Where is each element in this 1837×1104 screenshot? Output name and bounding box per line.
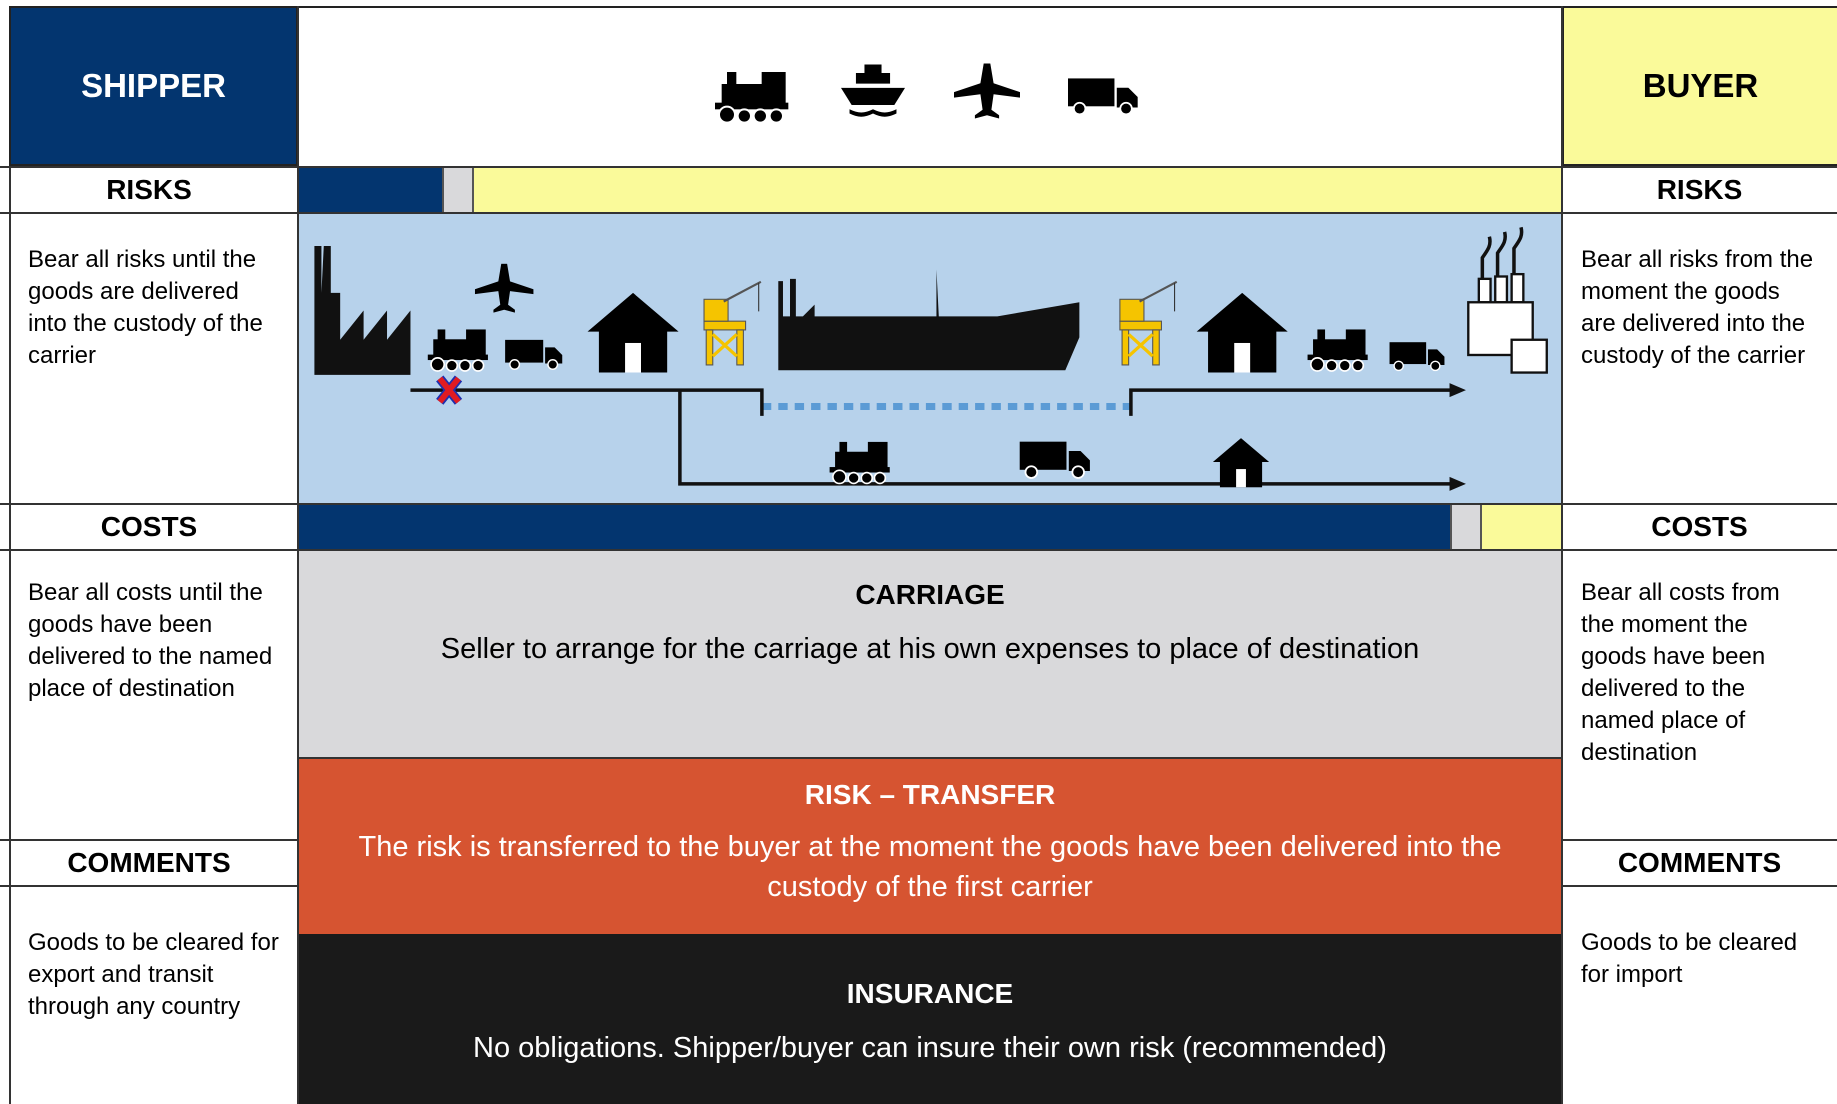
buyer-comments-text: Goods to be cleared for import — [1562, 887, 1837, 1104]
buyer-title: BUYER — [1562, 6, 1837, 166]
buyer-costs-text: Bear all costs from the moment the goods… — [1562, 551, 1837, 839]
left-border — [9, 166, 11, 1104]
middle-left-border — [297, 6, 299, 1104]
cost-bar — [298, 503, 1562, 551]
risk-transfer-box: RISK – TRANSFER The risk is transferred … — [298, 759, 1562, 934]
insurance-text: No obligations. Shipper/buyer can insure… — [298, 1028, 1562, 1068]
risk-transfer-text: The risk is transferred to the buyer at … — [328, 827, 1532, 907]
shipper-risks-text: Bear all risks until the goods are deliv… — [9, 214, 298, 503]
buyer-comments-heading: COMMENTS — [1562, 839, 1837, 887]
risk-bar-transfer — [442, 168, 474, 212]
incoterms-diagram: SHIPPER RISKS Bear all risks until the g… — [0, 0, 1837, 1104]
middle-right-border — [1561, 6, 1563, 1104]
cost-bar-shipper — [298, 505, 1450, 549]
shipper-title: SHIPPER — [9, 6, 298, 166]
carriage-text: Seller to arrange for the carriage at hi… — [298, 629, 1562, 669]
transport-header — [298, 6, 1562, 166]
transport-icons — [298, 8, 1562, 166]
buyer-risks-heading: RISKS — [1562, 166, 1837, 214]
shipper-costs-heading: COSTS — [0, 503, 298, 551]
risk-bar — [298, 166, 1562, 214]
buyer-costs-heading: COSTS — [1562, 503, 1837, 551]
route-svg — [298, 214, 1562, 503]
buyer-risks-text: Bear all risks from the moment the goods… — [1562, 214, 1837, 503]
shipper-comments-text: Goods to be cleared for export and trans… — [9, 887, 298, 1104]
shipper-costs-text: Bear all costs until the goods have been… — [9, 551, 298, 839]
carriage-heading: CARRIAGE — [298, 579, 1562, 611]
shipper-comments-heading: COMMENTS — [0, 839, 298, 887]
risk-bar-shipper — [298, 168, 442, 212]
shipper-risks-heading: RISKS — [0, 166, 298, 214]
insurance-heading: INSURANCE — [298, 978, 1562, 1010]
insurance-box: INSURANCE No obligations. Shipper/buyer … — [298, 934, 1562, 1104]
cost-bar-transfer — [1450, 505, 1482, 549]
risk-transfer-heading: RISK – TRANSFER — [328, 779, 1532, 811]
carriage-box: CARRIAGE Seller to arrange for the carri… — [298, 551, 1562, 759]
route-illustration — [298, 214, 1562, 503]
